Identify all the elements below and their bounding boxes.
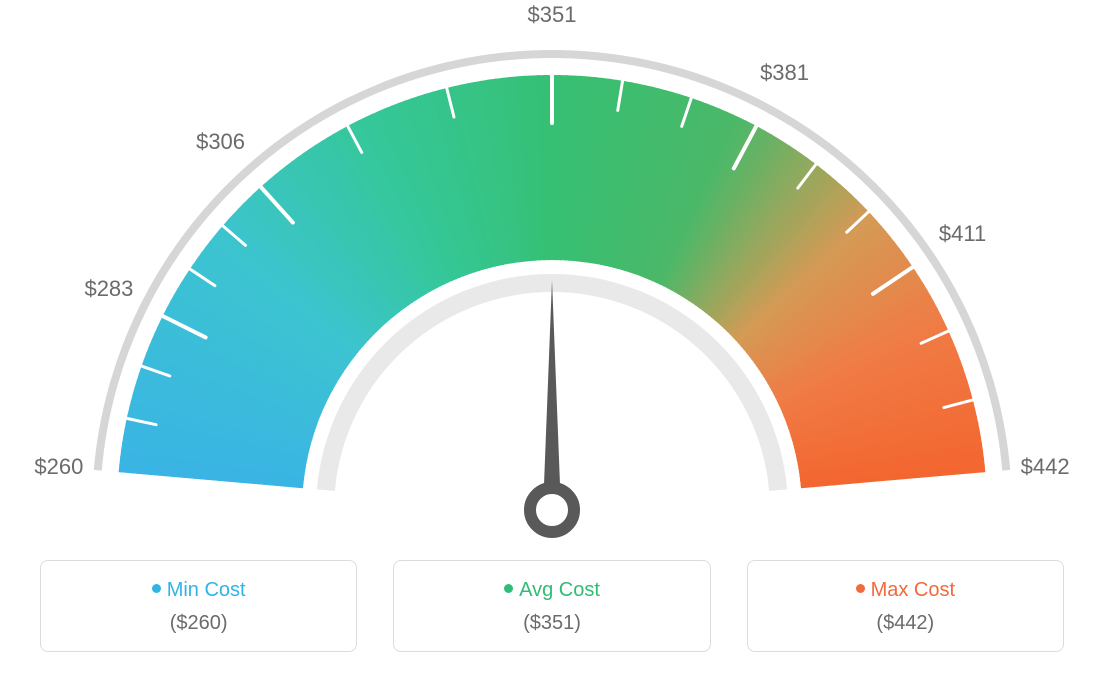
gauge-tick-label: $411	[939, 221, 986, 247]
min-cost-card: Min Cost ($260)	[40, 560, 357, 652]
avg-cost-label: Avg Cost	[519, 579, 600, 601]
avg-cost-card: Avg Cost ($351)	[393, 560, 710, 652]
max-cost-title: Max Cost	[758, 579, 1053, 602]
gauge-tick-label: $442	[1021, 454, 1070, 480]
avg-cost-value: ($351)	[404, 612, 699, 635]
gauge-tick-label: $306	[196, 129, 245, 155]
max-cost-card: Max Cost ($442)	[747, 560, 1064, 652]
gauge-tick-label: $283	[84, 276, 133, 302]
max-cost-label: Max Cost	[871, 579, 955, 601]
cost-summary-cards: Min Cost ($260) Avg Cost ($351) Max Cost…	[0, 560, 1104, 682]
gauge-container: $260 $283 $306 $351 $381 $411 $442	[0, 0, 1104, 560]
dot-icon	[856, 584, 865, 593]
min-cost-label: Min Cost	[167, 579, 246, 601]
dot-icon	[504, 584, 513, 593]
gauge-tick-label: $381	[760, 60, 809, 86]
dot-icon	[152, 584, 161, 593]
min-cost-value: ($260)	[51, 612, 346, 635]
gauge-tick-label: $351	[528, 2, 577, 28]
max-cost-value: ($442)	[758, 612, 1053, 635]
avg-cost-title: Avg Cost	[404, 579, 699, 602]
gauge-tick-label: $260	[34, 454, 83, 480]
min-cost-title: Min Cost	[51, 579, 346, 602]
cost-gauge-chart	[0, 0, 1104, 560]
